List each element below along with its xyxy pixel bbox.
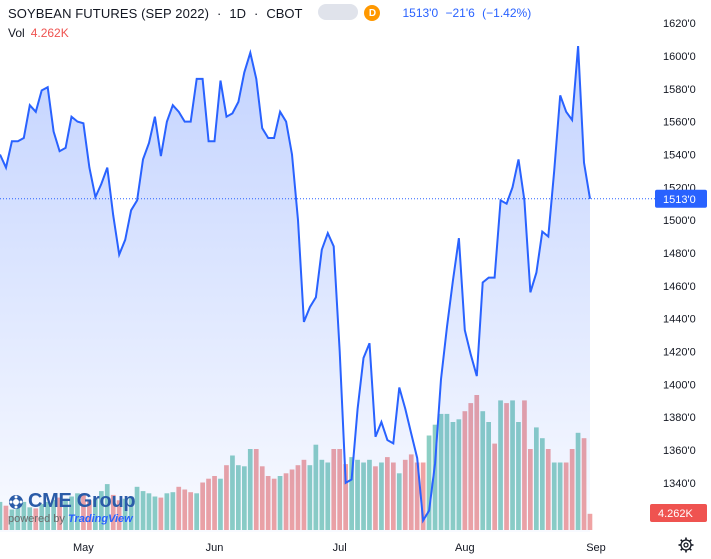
price-change: −21'6 — [445, 6, 475, 20]
separator: · — [217, 5, 222, 21]
badge-letter: D — [368, 7, 377, 19]
volume-value: 4.262K — [30, 26, 69, 40]
price-tick-label: 1460'0 — [663, 281, 696, 293]
month-tick-label: Aug — [455, 542, 475, 554]
price-tick-label: 1340'0 — [663, 478, 696, 490]
volume-bar — [420, 462, 426, 530]
separator: · — [254, 5, 259, 21]
month-tick-label: Jun — [206, 542, 224, 554]
volume-label: Vol — [8, 26, 25, 40]
price-tick-label: 1580'0 — [663, 84, 696, 96]
volume-axis-label: 4.262K — [650, 504, 707, 522]
price-readout: 1513'0 −21'6 (−1.42%) — [402, 6, 535, 20]
price-tick-label: 1620'0 — [663, 18, 696, 30]
price-axis: 1620'01600'01580'01560'01540'01520'01500… — [663, 18, 696, 522]
price-tick-label: 1400'0 — [663, 379, 696, 391]
cme-globe-icon — [9, 494, 23, 509]
price-tick-label: 1500'0 — [663, 215, 696, 227]
last-price: 1513'0 — [402, 6, 439, 20]
price-change-pct: (−1.42%) — [482, 6, 532, 20]
settings-gear-icon[interactable] — [678, 537, 694, 553]
volume-bar — [426, 435, 432, 530]
month-tick-label: Jul — [333, 542, 347, 554]
price-line — [0, 46, 591, 524]
volume-tag: 4.262K — [658, 508, 694, 520]
logo-name: CME Group — [28, 490, 136, 512]
last-price-label: 1513'0 — [655, 189, 707, 208]
price-tick-label: 1600'0 — [663, 51, 696, 63]
price-tick-label: 1360'0 — [663, 445, 696, 457]
month-tick-label: Sep — [586, 542, 606, 554]
volume-legend: Vol 4.262K — [8, 26, 69, 40]
data-status-pill[interactable] — [318, 4, 358, 20]
tradingview-brand: TradingView — [67, 513, 133, 525]
price-tick-label: 1420'0 — [663, 346, 696, 358]
price-area-fill — [0, 46, 590, 532]
delayed-data-badge[interactable]: D — [364, 5, 381, 21]
interval-label: 1D — [229, 5, 247, 21]
chart-header: SOYBEAN FUTURES (SEP 2022) · 1D · CBOT D… — [8, 4, 535, 22]
price-tick-label: 1560'0 — [663, 117, 696, 129]
price-tick-label: 1540'0 — [663, 150, 696, 162]
exchange-label: CBOT — [266, 5, 303, 21]
powered-by: powered by TradingView — [8, 513, 135, 525]
cme-logo[interactable]: CME Group powered by TradingView — [8, 490, 136, 525]
last-price-tag: 1513'0 — [663, 194, 696, 206]
month-tick-label: May — [73, 542, 94, 554]
time-axis: May Jun Jul Aug Sep — [73, 542, 606, 554]
price-tick-label: 1480'0 — [663, 248, 696, 260]
symbol-title: SOYBEAN FUTURES (SEP 2022) — [8, 5, 210, 21]
price-tick-label: 1380'0 — [663, 412, 696, 424]
price-tick-label: 1440'0 — [663, 314, 696, 326]
powered-by-text: powered by — [8, 513, 65, 525]
